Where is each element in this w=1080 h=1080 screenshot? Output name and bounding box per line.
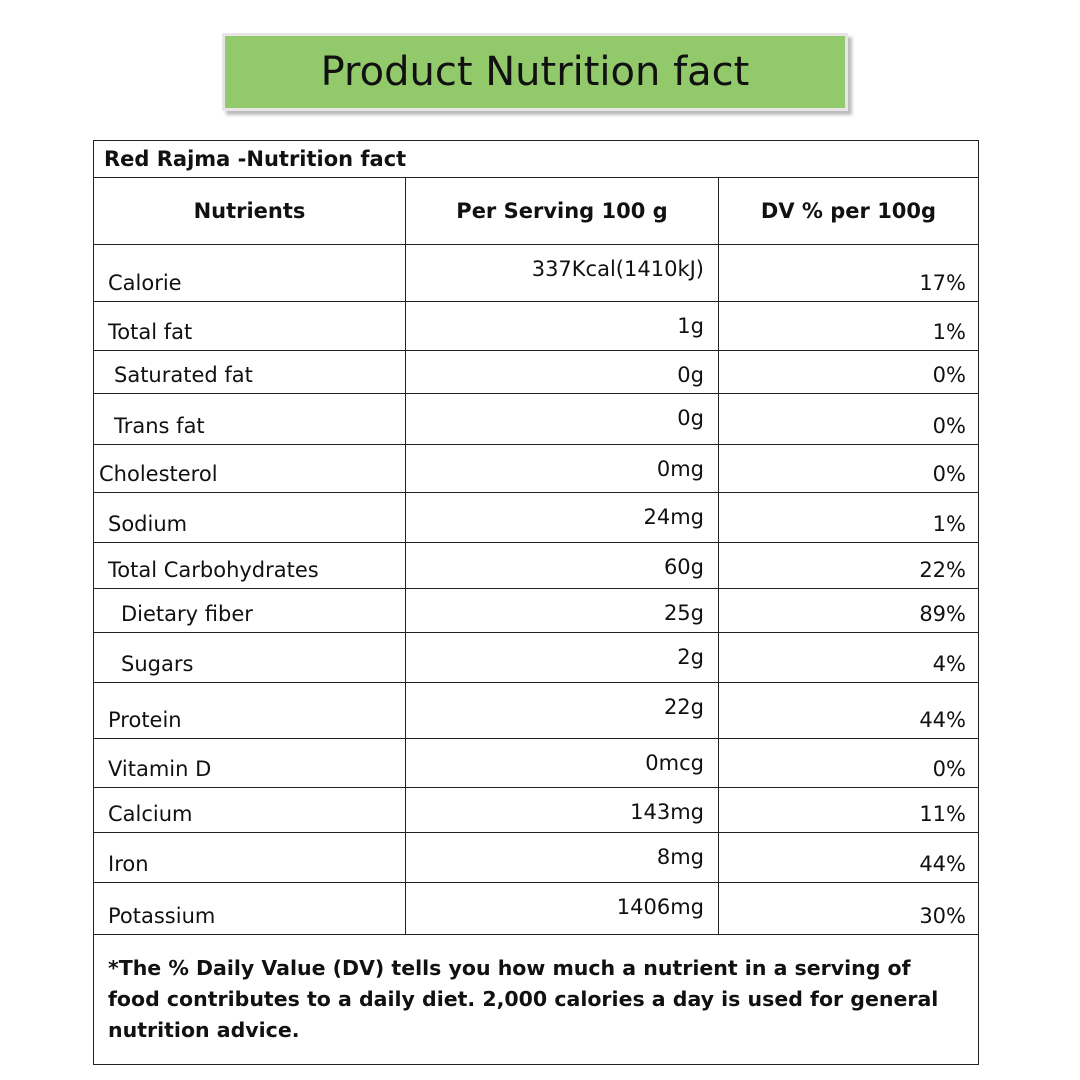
nutrient-name: Vitamin D [93, 738, 406, 788]
table-body: Red Rajma -Nutrition fact Nutrients Per S… [93, 140, 979, 1065]
per-serving: 0mcg [405, 738, 719, 788]
page-title: Product Nutrition fact [222, 33, 848, 111]
daily-value: 44% [718, 682, 979, 739]
nutrient-row: Calcium 143mg 11% [93, 787, 979, 833]
nutrient-row: Vitamin D 0mcg 0% [93, 738, 979, 788]
daily-value: 0% [718, 738, 979, 788]
daily-value: 89% [718, 588, 979, 633]
nutrient-name: Total Carbohydrates [93, 542, 406, 589]
nutrient-name: Total fat [93, 301, 406, 351]
per-serving: 143mg [405, 787, 719, 833]
daily-value: 30% [718, 882, 979, 935]
nutrient-row: Total fat 1g 1% [93, 301, 979, 351]
daily-value: 11% [718, 787, 979, 833]
nutrient-name: Cholesterol [93, 444, 406, 493]
per-serving: 8mg [405, 832, 719, 883]
nutrient-name: Sodium [93, 492, 406, 543]
per-serving: 2g [405, 632, 719, 683]
daily-value: 17% [718, 244, 979, 302]
nutrient-name: Calcium [93, 787, 406, 833]
nutrient-name: Saturated fat [93, 350, 406, 394]
per-serving: 24mg [405, 492, 719, 543]
per-serving: 337Kcal(1410kJ) [405, 244, 719, 302]
column-header: DV % per 100g [718, 177, 979, 245]
header-row: Nutrients Per Serving 100 g DV % per 100g [93, 177, 979, 245]
nutrient-name: Iron [93, 832, 406, 883]
daily-value: 0% [718, 350, 979, 394]
daily-value: 0% [718, 444, 979, 493]
nutrient-row: Sodium 24mg 1% [93, 492, 979, 543]
per-serving: 0g [405, 393, 719, 445]
per-serving: 22g [405, 682, 719, 739]
footnote: *The % Daily Value (DV) tells you how mu… [93, 934, 979, 1065]
per-serving: 60g [405, 542, 719, 589]
per-serving: 25g [405, 588, 719, 633]
nutrient-name: Protein [93, 682, 406, 739]
column-header: Per Serving 100 g [405, 177, 719, 245]
nutrient-row: Dietary fiber 25g 89% [93, 588, 979, 633]
per-serving: 1406mg [405, 882, 719, 935]
per-serving: 0mg [405, 444, 719, 493]
nutrient-row: Potassium 1406mg 30% [93, 882, 979, 935]
nutrient-name: Calorie [93, 244, 406, 302]
nutrient-row: Protein 22g 44% [93, 682, 979, 739]
nutrient-name: Trans fat [93, 393, 406, 445]
daily-value: 44% [718, 832, 979, 883]
daily-value: 0% [718, 393, 979, 445]
nutrient-name: Sugars [93, 632, 406, 683]
nutrient-row: Total Carbohydrates 60g 22% [93, 542, 979, 589]
daily-value: 1% [718, 301, 979, 351]
daily-value: 4% [718, 632, 979, 683]
title-row: Red Rajma -Nutrition fact [93, 140, 979, 178]
nutrition-table: Red Rajma -Nutrition fact Nutrients Per S… [93, 140, 979, 1065]
per-serving: 0g [405, 350, 719, 394]
daily-value: 22% [718, 542, 979, 589]
nutrient-row: Cholesterol 0mg 0% [93, 444, 979, 493]
nutrient-row: Saturated fat 0g 0% [93, 350, 979, 394]
nutrient-name: Dietary fiber [93, 588, 406, 633]
nutrient-row: Calorie 337Kcal(1410kJ) 17% [93, 244, 979, 302]
daily-value: 1% [718, 492, 979, 543]
footnote-row: *The % Daily Value (DV) tells you how mu… [93, 934, 979, 1065]
table-title: Red Rajma -Nutrition fact [93, 140, 979, 178]
nutrient-row: Trans fat 0g 0% [93, 393, 979, 445]
column-header: Nutrients [93, 177, 406, 245]
nutrient-row: Sugars 2g 4% [93, 632, 979, 683]
nutrient-name: Potassium [93, 882, 406, 935]
nutrient-row: Iron 8mg 44% [93, 832, 979, 883]
per-serving: 1g [405, 301, 719, 351]
